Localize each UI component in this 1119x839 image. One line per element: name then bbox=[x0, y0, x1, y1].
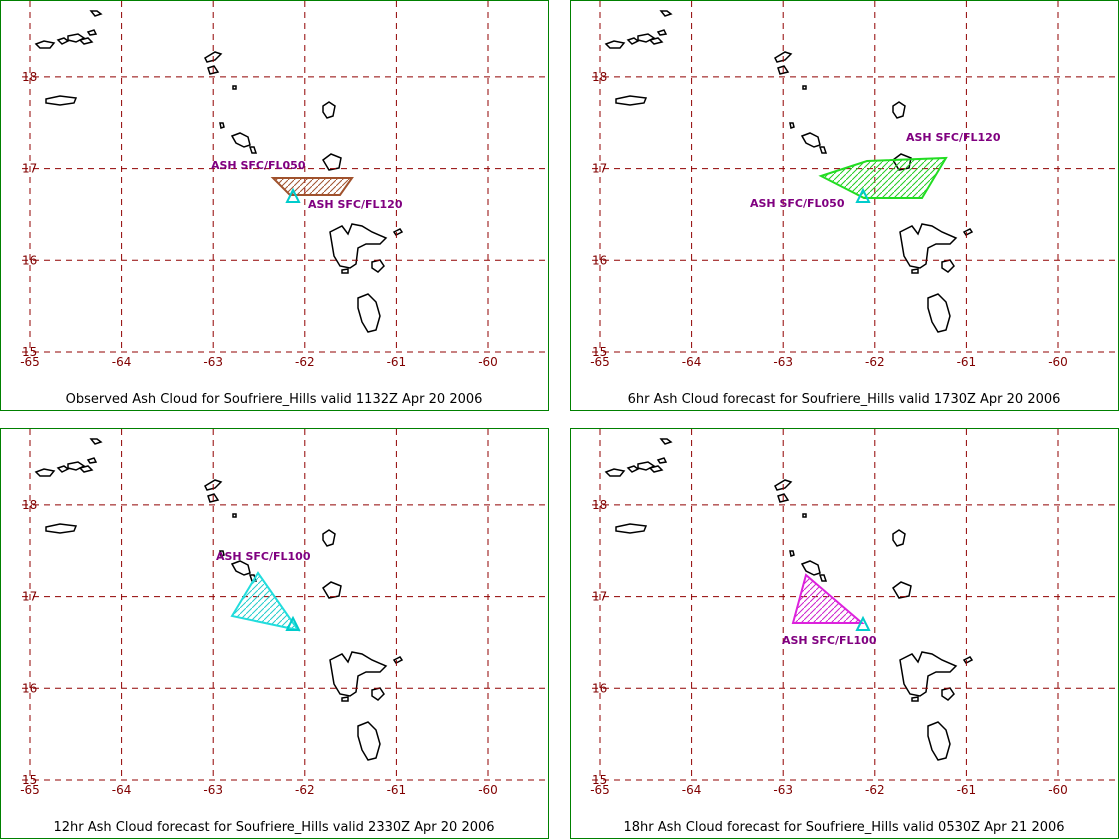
lon-tick-label: -60 bbox=[478, 355, 498, 369]
ash-label: ASH SFC/FL050 bbox=[750, 197, 845, 210]
lat-tick-label: 18 bbox=[22, 498, 37, 512]
volcano-marker bbox=[855, 187, 871, 203]
lon-tick-label: -62 bbox=[865, 783, 885, 797]
lon-tick-label: -61 bbox=[957, 783, 977, 797]
lat-tick-label: 18 bbox=[22, 70, 37, 84]
map-panel: -65 -64 -63 -62 -61 -60 15 16 17 18 ASH SFC/FL120 A… bbox=[570, 0, 1119, 411]
lon-tick-label: -61 bbox=[957, 355, 977, 369]
volcano-marker bbox=[285, 187, 301, 203]
lat-tick-label: 16 bbox=[22, 681, 37, 695]
lon-tick-label: -62 bbox=[295, 783, 315, 797]
ash-label: ASH SFC/FL100 bbox=[216, 550, 311, 563]
lat-tick-label: 17 bbox=[592, 162, 607, 176]
lon-tick-label: -62 bbox=[865, 355, 885, 369]
lon-tick-label: -63 bbox=[773, 783, 793, 797]
lon-tick-label: -65 bbox=[590, 783, 610, 797]
panel-caption: Observed Ash Cloud for Soufriere_Hills v… bbox=[66, 392, 483, 407]
lon-tick-label: -64 bbox=[112, 355, 132, 369]
panel-caption: 12hr Ash Cloud forecast for Soufriere_Hi… bbox=[53, 820, 494, 835]
lon-tick-label: -63 bbox=[203, 783, 223, 797]
lon-tick-label: -65 bbox=[20, 355, 40, 369]
panel-frame bbox=[570, 428, 1119, 839]
lat-tick-label: 17 bbox=[22, 162, 37, 176]
lat-tick-label: 18 bbox=[592, 498, 607, 512]
panel-frame bbox=[0, 0, 549, 411]
volcano-marker bbox=[285, 615, 301, 631]
lon-tick-label: -60 bbox=[478, 783, 498, 797]
lon-tick-label: -63 bbox=[773, 355, 793, 369]
ash-label: ASH SFC/FL120 bbox=[906, 131, 1001, 144]
lat-tick-label: 15 bbox=[592, 345, 607, 359]
lat-tick-label: 17 bbox=[22, 590, 37, 604]
ash-label: ASH SFC/FL120 bbox=[308, 198, 403, 211]
lon-tick-label: -60 bbox=[1048, 783, 1068, 797]
lon-tick-label: -64 bbox=[682, 355, 702, 369]
lon-tick-label: -61 bbox=[387, 355, 407, 369]
map-panel: -65 -64 -63 -62 -61 -60 15 16 17 18 ASH SFC/FL100 1… bbox=[0, 428, 549, 839]
lat-tick-label: 15 bbox=[592, 773, 607, 787]
panel-caption: 18hr Ash Cloud forecast for Soufriere_Hi… bbox=[623, 820, 1064, 835]
ash-label: ASH SFC/FL100 bbox=[782, 634, 877, 647]
ash-label: ASH SFC/FL050 bbox=[211, 159, 306, 172]
lat-tick-label: 17 bbox=[592, 590, 607, 604]
map-panel: -65 -64 -63 -62 -61 -60 15 16 17 18 ASH SFC/FL050 A… bbox=[0, 0, 549, 411]
lon-tick-label: -64 bbox=[682, 783, 702, 797]
lat-tick-label: 18 bbox=[592, 70, 607, 84]
lat-tick-label: 16 bbox=[22, 253, 37, 267]
lon-tick-label: -63 bbox=[203, 355, 223, 369]
lon-tick-label: -65 bbox=[590, 355, 610, 369]
lon-tick-label: -62 bbox=[295, 355, 315, 369]
panel-frame bbox=[570, 0, 1119, 411]
lat-tick-label: 15 bbox=[22, 773, 37, 787]
lon-tick-label: -61 bbox=[387, 783, 407, 797]
lon-tick-label: -60 bbox=[1048, 355, 1068, 369]
map-panel: -65 -64 -63 -62 -61 -60 15 16 17 18 ASH SFC/FL100 1… bbox=[570, 428, 1119, 839]
lon-tick-label: -64 bbox=[112, 783, 132, 797]
ash-cloud bbox=[791, 573, 865, 624]
panel-frame bbox=[0, 428, 549, 839]
lat-tick-label: 16 bbox=[592, 681, 607, 695]
ash-cloud bbox=[230, 571, 301, 632]
lat-tick-label: 16 bbox=[592, 253, 607, 267]
panel-caption: 6hr Ash Cloud forecast for Soufriere_Hil… bbox=[628, 392, 1061, 407]
volcano-marker bbox=[855, 615, 871, 631]
lon-tick-label: -65 bbox=[20, 783, 40, 797]
ash-cloud bbox=[818, 156, 948, 199]
lat-tick-label: 15 bbox=[22, 345, 37, 359]
